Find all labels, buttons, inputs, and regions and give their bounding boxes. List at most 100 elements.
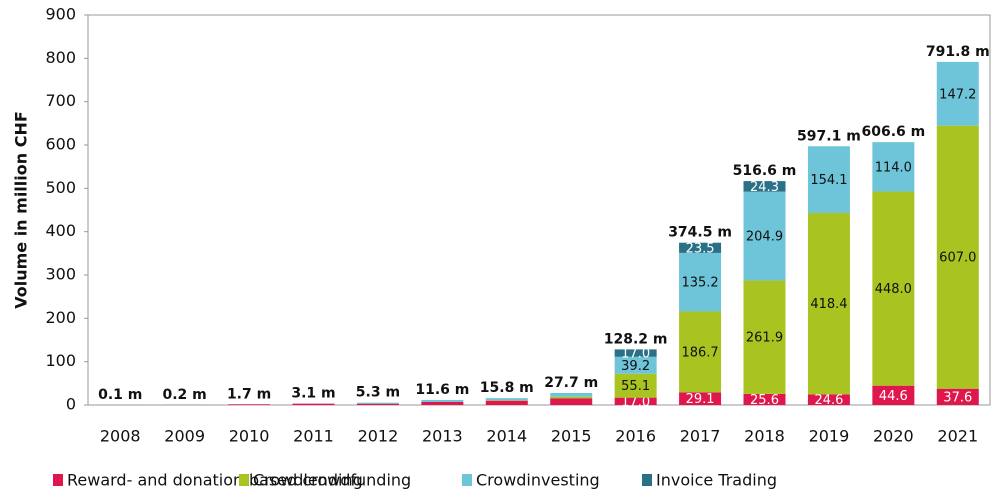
- segment-label: 24.3: [750, 180, 779, 195]
- y-tick-label: 400: [45, 221, 76, 240]
- segment-label: 44.6: [879, 389, 908, 404]
- total-label: 597.1 m: [797, 128, 861, 144]
- bar-segment: [679, 242, 722, 253]
- total-label: 1.7 m: [227, 386, 271, 402]
- total-label: 0.1 m: [98, 387, 142, 403]
- bar-segment: [228, 404, 271, 405]
- segment-label: 17.0: [621, 347, 650, 362]
- y-tick-label: 200: [45, 308, 76, 327]
- bar-segment: [936, 61, 979, 126]
- bar-segment: [743, 191, 786, 281]
- segment-label: 418.4: [810, 297, 847, 312]
- bar-segment: [356, 402, 399, 404]
- y-tick-label: 600: [45, 135, 76, 154]
- bar-segment: [936, 388, 979, 405]
- x-tick-label: 2009: [164, 427, 205, 446]
- bar-segment: [872, 142, 915, 192]
- y-tick-label: 0: [66, 395, 76, 414]
- segment-label: 154.1: [810, 173, 847, 188]
- x-tick-label: 2008: [100, 427, 141, 446]
- bar-segment: [550, 392, 593, 397]
- x-tick-label: 2014: [486, 427, 527, 446]
- bar-segment: [614, 356, 657, 374]
- segment-label: 114.0: [875, 160, 912, 175]
- total-label: 15.8 m: [480, 380, 534, 396]
- segment-label: 24.6: [814, 393, 843, 408]
- segment-label: 147.2: [939, 87, 976, 102]
- bar-segment: [872, 191, 915, 386]
- total-label: 606.6 m: [861, 124, 925, 140]
- x-tick-label: 2011: [293, 427, 334, 446]
- y-tick-label: 900: [45, 5, 76, 24]
- bar-segment: [807, 213, 850, 395]
- total-label: 128.2 m: [604, 331, 668, 347]
- legend-swatch: [239, 474, 249, 486]
- segment-label: 186.7: [681, 345, 718, 360]
- bar-segment: [743, 280, 786, 394]
- segment-label: 29.1: [686, 392, 715, 407]
- total-label: 27.7 m: [544, 375, 598, 391]
- legend-swatch: [53, 474, 63, 486]
- x-tick-label: 2018: [744, 427, 785, 446]
- segment-label: 39.2: [621, 359, 650, 374]
- total-label: 0.2 m: [163, 387, 207, 403]
- bar-segment: [936, 125, 979, 389]
- segment-label: 261.9: [746, 331, 783, 346]
- segment-label: 25.6: [750, 393, 779, 408]
- bar-segment: [807, 146, 850, 214]
- bar-segment: [550, 398, 593, 405]
- bar-segment: [485, 400, 528, 405]
- legend-swatch: [462, 474, 472, 486]
- bar-segment: [292, 403, 335, 405]
- x-tick-label: 2021: [937, 427, 978, 446]
- segment-label: 37.6: [943, 390, 972, 405]
- total-label: 3.1 m: [291, 386, 335, 402]
- total-label: 11.6 m: [415, 382, 469, 398]
- total-label: 791.8 m: [926, 44, 990, 60]
- total-label: 5.3 m: [356, 385, 400, 401]
- y-tick-label: 500: [45, 178, 76, 197]
- x-tick-label: 2015: [551, 427, 592, 446]
- bar-segment: [356, 403, 399, 405]
- bar-segment: [679, 252, 722, 312]
- bar-segment: [614, 397, 657, 405]
- segment-label: 135.2: [681, 276, 718, 291]
- bar-segment: [872, 385, 915, 405]
- segment-label: 55.1: [621, 379, 650, 394]
- segment-label: 204.9: [746, 230, 783, 245]
- bar-segment: [743, 393, 786, 405]
- y-axis-label: Volume in million CHF: [12, 111, 31, 309]
- bar-segment: [679, 392, 722, 405]
- x-tick-label: 2017: [680, 427, 721, 446]
- segment-label: 17.0: [621, 395, 650, 410]
- legend-label: Crowdinvesting: [476, 471, 600, 490]
- x-tick-label: 2010: [229, 427, 270, 446]
- segment-label: 23.5: [686, 241, 715, 256]
- y-tick-label: 800: [45, 48, 76, 67]
- legend-label: Invoice Trading: [656, 471, 777, 490]
- x-tick-label: 2013: [422, 427, 463, 446]
- segment-label: 448.0: [875, 282, 912, 297]
- bar-segment: [421, 399, 464, 402]
- legend-swatch: [642, 474, 652, 486]
- x-tick-label: 2020: [873, 427, 914, 446]
- bar-segment: [485, 398, 528, 401]
- total-label: 516.6 m: [733, 163, 797, 179]
- bar-segment: [550, 396, 593, 399]
- segment-label: 607.0: [939, 251, 976, 266]
- bar-segment: [614, 349, 657, 357]
- x-tick-label: 2012: [358, 427, 399, 446]
- bar-segment: [807, 394, 850, 405]
- plot-frame: [87, 14, 991, 406]
- y-tick-label: 100: [45, 351, 76, 370]
- bar-segment: [679, 311, 722, 393]
- y-tick-label: 700: [45, 91, 76, 110]
- bar-segment: [614, 373, 657, 398]
- x-tick-label: 2016: [615, 427, 656, 446]
- total-label: 374.5 m: [668, 225, 732, 241]
- legend-label: Crowdlending: [253, 471, 363, 490]
- y-tick-label: 300: [45, 265, 76, 284]
- bar-segment: [743, 181, 786, 192]
- bar-segment: [421, 401, 464, 405]
